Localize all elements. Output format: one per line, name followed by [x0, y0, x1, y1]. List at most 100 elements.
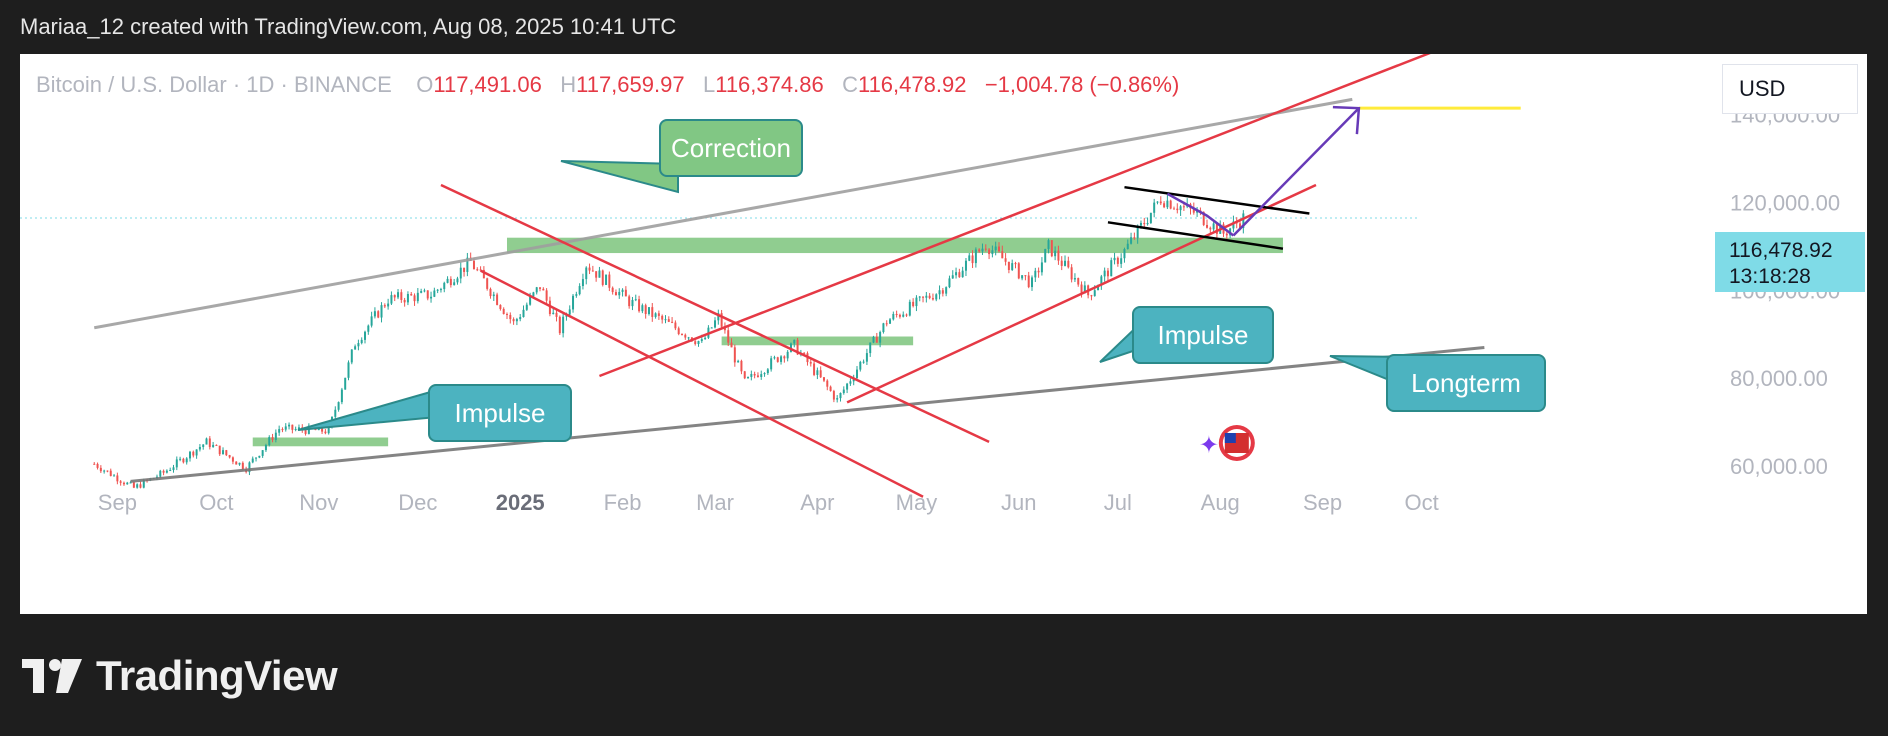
candle-body — [129, 482, 132, 484]
price-chart[interactable]: 60,000.0080,000.00100,000.00120,000.0014… — [20, 54, 1867, 614]
last-price-value: 116,478.92 — [1729, 239, 1833, 262]
candle-body — [291, 424, 294, 430]
candle-body — [113, 475, 116, 477]
candle-body — [667, 319, 670, 322]
candle-body — [766, 369, 769, 374]
annotation-longterm[interactable]: Longterm — [1386, 354, 1546, 412]
candle-body — [515, 319, 518, 322]
annotation-impulse-1[interactable]: Impulse — [428, 384, 572, 442]
candle-body — [638, 299, 641, 312]
candle-body — [512, 319, 515, 322]
annotation-impulse-2[interactable]: Impulse — [1132, 306, 1274, 364]
annotation-correction[interactable]: Correction — [659, 119, 803, 177]
candle-body — [945, 287, 948, 294]
candle-body — [218, 445, 221, 455]
candle-body — [694, 341, 697, 345]
candle-body — [238, 462, 241, 465]
candle-body — [532, 292, 535, 297]
candle-body — [1126, 243, 1129, 250]
trendline-grey-upper — [93, 97, 1353, 330]
candle-body — [595, 271, 598, 278]
candle-body — [892, 313, 895, 320]
candle-body — [1232, 221, 1235, 229]
candle-body — [337, 402, 340, 410]
candle-body — [413, 295, 416, 302]
candle-body — [215, 444, 218, 446]
candle-body — [671, 321, 674, 323]
candle-body — [198, 446, 201, 450]
candle-body — [1090, 295, 1093, 297]
candle-body — [288, 424, 291, 427]
candle-body — [357, 343, 360, 347]
candle-body — [826, 380, 829, 387]
candle-body — [192, 451, 195, 456]
candle-body — [885, 323, 888, 325]
candle-body — [684, 334, 687, 338]
candle-body — [1120, 258, 1123, 264]
candle-body — [770, 358, 773, 370]
candle-body — [1143, 222, 1146, 225]
candle-body — [271, 437, 274, 440]
support-zone-1 — [506, 237, 1283, 254]
candle-body — [687, 337, 690, 339]
candle-body — [1011, 263, 1014, 270]
candle-body — [733, 347, 736, 363]
candle-body — [710, 327, 713, 329]
last-price-tag: 116,478.92 13:18:28 — [1715, 232, 1865, 292]
candle-body — [142, 480, 145, 488]
candle-body — [1027, 275, 1030, 288]
candle-body — [918, 296, 921, 298]
candle-body — [971, 255, 974, 264]
candle-body — [601, 270, 604, 285]
candle-body — [350, 349, 353, 363]
candle-body — [542, 288, 545, 291]
trendline-correction-path — [1166, 192, 1235, 237]
x-tick-label: Jun — [1001, 490, 1036, 515]
candle-body — [1136, 225, 1139, 239]
high-value: 117,659.97 — [576, 72, 685, 97]
candle-body — [1176, 208, 1179, 211]
candle-body — [1113, 257, 1116, 261]
candle-body — [931, 298, 934, 300]
candle-body — [677, 328, 680, 335]
candle-body — [657, 313, 660, 316]
candle-body — [1163, 203, 1166, 208]
candle-body — [889, 319, 892, 324]
candle-body — [1021, 275, 1024, 279]
candle-body — [1050, 240, 1053, 257]
candle-body — [397, 292, 400, 298]
currency-selector[interactable]: USD — [1722, 64, 1858, 114]
high-key: H — [560, 72, 577, 97]
candle-body — [756, 375, 759, 377]
candle-body — [496, 294, 499, 305]
candle-body — [1004, 258, 1007, 262]
chart-author-header: Mariaa_12 created with TradingView.com, … — [20, 14, 677, 39]
candle-body — [608, 274, 611, 288]
candle-body — [1007, 261, 1010, 270]
x-tick-label: May — [896, 490, 938, 515]
candle-body — [364, 331, 367, 340]
annotation-longterm-text: Longterm — [1411, 367, 1521, 398]
candle-body — [641, 305, 644, 312]
candle-body — [773, 357, 776, 359]
candle-body — [1037, 270, 1040, 273]
tradingview-logo[interactable]: TradingView — [22, 652, 338, 700]
close-value: 116,478.92 — [857, 72, 967, 97]
candle-body — [1024, 275, 1027, 277]
candle-body — [1192, 208, 1195, 213]
candle-body — [1097, 285, 1100, 291]
candle-body — [463, 267, 466, 272]
candle-body — [720, 313, 723, 327]
candle-body — [327, 427, 330, 434]
candle-body — [175, 459, 178, 468]
candle-body — [212, 444, 215, 448]
x-tick-label: Mar — [696, 490, 734, 515]
tradingview-mark-icon — [22, 659, 82, 693]
candle-body — [585, 267, 588, 280]
candle-body — [1172, 208, 1175, 210]
chart-panel[interactable]: 60,000.0080,000.00100,000.00120,000.0014… — [20, 54, 1867, 614]
close-key: C — [842, 72, 858, 97]
candle-body — [786, 351, 789, 359]
low-value: 116,374.86 — [715, 72, 824, 97]
open-value: 117,491.06 — [433, 72, 542, 97]
